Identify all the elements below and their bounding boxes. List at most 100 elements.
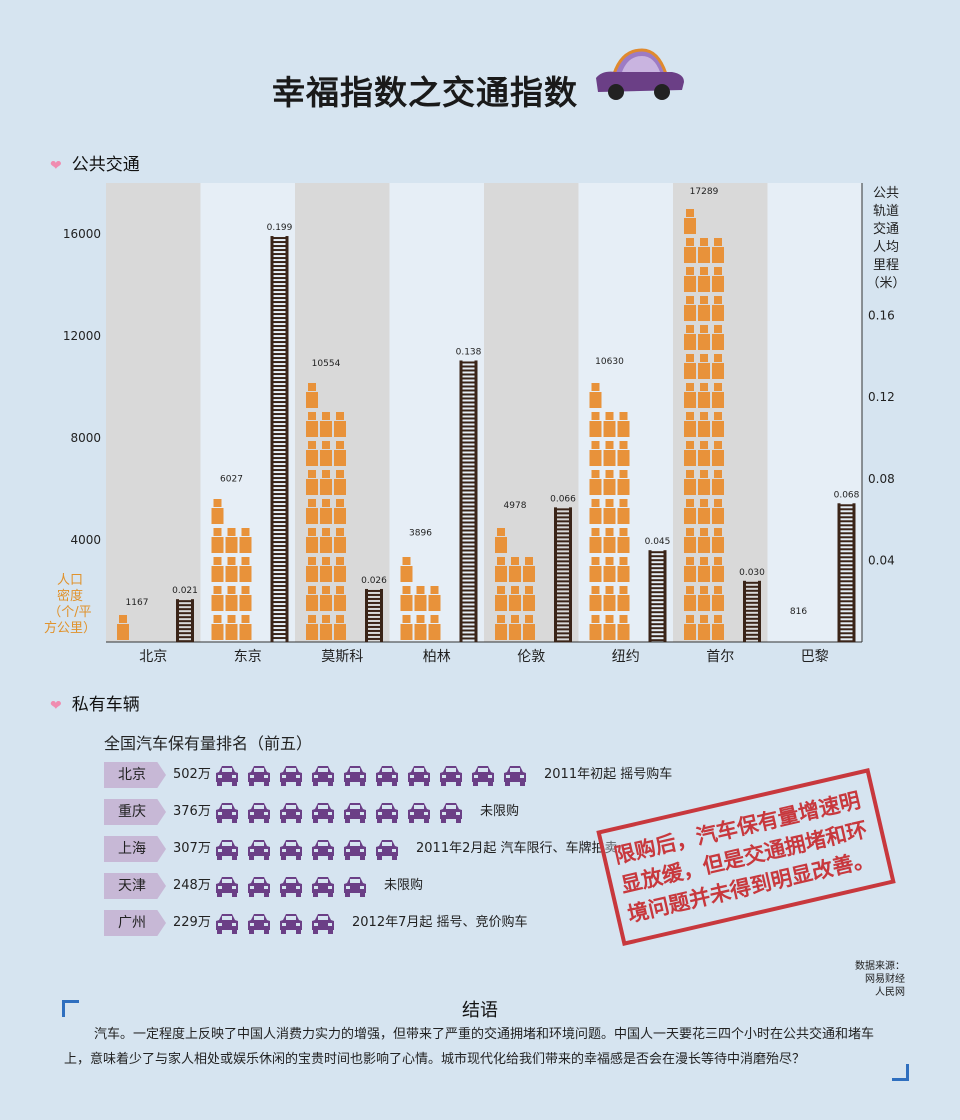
population-data-label: 10630	[595, 357, 624, 367]
track-tie	[554, 596, 572, 599]
person-mark	[603, 412, 616, 437]
track-tie	[648, 551, 667, 554]
track-tie	[648, 559, 667, 562]
track-tie	[270, 265, 289, 268]
person-mark	[603, 499, 616, 524]
track-tie	[459, 409, 478, 412]
track-tie	[837, 620, 856, 623]
person-mark	[320, 412, 332, 437]
car-icon	[342, 874, 368, 902]
left-tick-label: 16000	[63, 227, 101, 241]
car-icon	[438, 763, 464, 791]
track-tie	[837, 592, 856, 595]
person-mark	[239, 528, 252, 553]
track-tie	[270, 389, 289, 392]
category-label: 伦敦	[517, 649, 545, 665]
person-mark	[334, 615, 346, 640]
track-tie	[743, 637, 761, 640]
ownership-amount: 229万	[173, 915, 211, 930]
category-label: 纽约	[612, 649, 640, 665]
policy-note: 2011年初起 摇号购车	[544, 767, 673, 782]
track-tie	[270, 585, 289, 588]
person-mark	[428, 615, 441, 640]
right-axis-title: 轨道	[873, 204, 899, 219]
person-mark	[712, 470, 724, 495]
track-tie	[554, 556, 572, 559]
person-mark	[712, 325, 724, 350]
person-mark	[698, 615, 710, 640]
person-mark	[320, 557, 332, 582]
ownership-amount: 248万	[173, 878, 211, 893]
heart-icon: ❤	[50, 158, 62, 174]
person-mark	[239, 586, 252, 611]
track-tie	[837, 504, 856, 507]
track-tie	[648, 575, 667, 578]
track-tie	[459, 365, 478, 368]
car-icon	[214, 800, 240, 828]
track-tie	[270, 525, 289, 528]
track-tie	[554, 584, 572, 587]
track-tie	[270, 385, 289, 388]
track-tie	[365, 605, 383, 608]
person-mark	[617, 586, 630, 611]
left-tick-label: 4000	[70, 533, 101, 547]
category-label: 首尔	[706, 649, 734, 665]
track-tie	[554, 624, 572, 627]
person-mark	[684, 267, 696, 292]
person-mark	[589, 383, 602, 408]
track-tie	[837, 580, 856, 583]
person-mark	[495, 557, 507, 582]
track-tie	[837, 640, 856, 643]
track-tie	[270, 457, 289, 460]
track-tie	[743, 605, 761, 608]
track-tie	[270, 549, 289, 552]
track-tie	[648, 555, 667, 558]
track-tie	[743, 617, 761, 620]
person-mark	[334, 499, 346, 524]
track-tie	[365, 597, 383, 600]
track-tie	[459, 637, 478, 640]
population-data-label: 816	[790, 607, 807, 617]
track-tie	[459, 561, 478, 564]
track-tie	[176, 636, 194, 639]
track-tie	[270, 417, 289, 420]
track-tie	[459, 533, 478, 536]
track-tie	[459, 429, 478, 432]
right-tick-label: 0.16	[868, 309, 895, 323]
track-tie	[365, 589, 383, 592]
track-tie	[270, 393, 289, 396]
car-icon	[342, 800, 368, 828]
person-mark	[698, 267, 710, 292]
car-icon	[214, 874, 240, 902]
person-mark	[603, 441, 616, 466]
track-tie	[554, 616, 572, 619]
right-axis-title: 人均	[873, 240, 899, 255]
track-tie	[459, 569, 478, 572]
track-rail	[554, 507, 557, 642]
track-tie	[554, 640, 572, 643]
right-tick-label: 0.08	[868, 472, 895, 486]
person-mark	[495, 528, 507, 553]
track-tie	[459, 557, 478, 560]
track-tie	[270, 573, 289, 576]
track-tie	[837, 612, 856, 615]
person-mark	[306, 615, 318, 640]
person-mark	[334, 557, 346, 582]
track-tie	[554, 540, 572, 543]
track-tie	[270, 261, 289, 264]
person-mark	[684, 238, 696, 263]
track-rail	[474, 360, 478, 642]
track-tie	[270, 333, 289, 336]
track-tie	[837, 584, 856, 587]
track-data-label: 0.021	[172, 586, 198, 596]
track-tie	[554, 628, 572, 631]
person-mark	[523, 615, 535, 640]
track-tie	[270, 361, 289, 364]
person-mark	[603, 615, 616, 640]
track-tie	[270, 461, 289, 464]
track-tie	[554, 600, 572, 603]
person-mark	[320, 615, 332, 640]
track-tie	[459, 521, 478, 524]
track-tie	[270, 321, 289, 324]
track-tie	[270, 349, 289, 352]
